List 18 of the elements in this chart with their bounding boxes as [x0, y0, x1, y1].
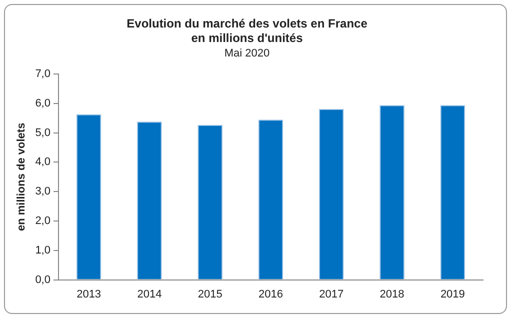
y-tick-label: 1,0	[35, 244, 50, 256]
x-tick-label: 2013	[76, 288, 102, 300]
y-tick-label: 0,0	[35, 274, 50, 286]
y-tick-label: 7,0	[35, 68, 50, 80]
chart-subtitle: Mai 2020	[224, 47, 270, 60]
y-tick-label: 4,0	[35, 156, 50, 168]
y-tick-label: 2,0	[35, 215, 50, 228]
y-tick-label: 3,0	[35, 186, 50, 198]
chart-title: Evolution du marché des volets en France en millions d'unités	[126, 16, 368, 45]
x-tick-label: 2018	[380, 288, 404, 300]
x-tick-label: 2017	[319, 288, 344, 300]
y-tick-label: 6,0	[35, 97, 50, 110]
y-tick-label: 5,0	[35, 126, 50, 139]
x-tick-label: 2015	[198, 288, 222, 300]
x-tick-label: 2019	[440, 288, 465, 300]
x-tick-label: 2014	[137, 288, 162, 300]
x-tick-label: 2016	[258, 288, 283, 300]
y-axis-title: en millions de volets	[16, 122, 28, 231]
